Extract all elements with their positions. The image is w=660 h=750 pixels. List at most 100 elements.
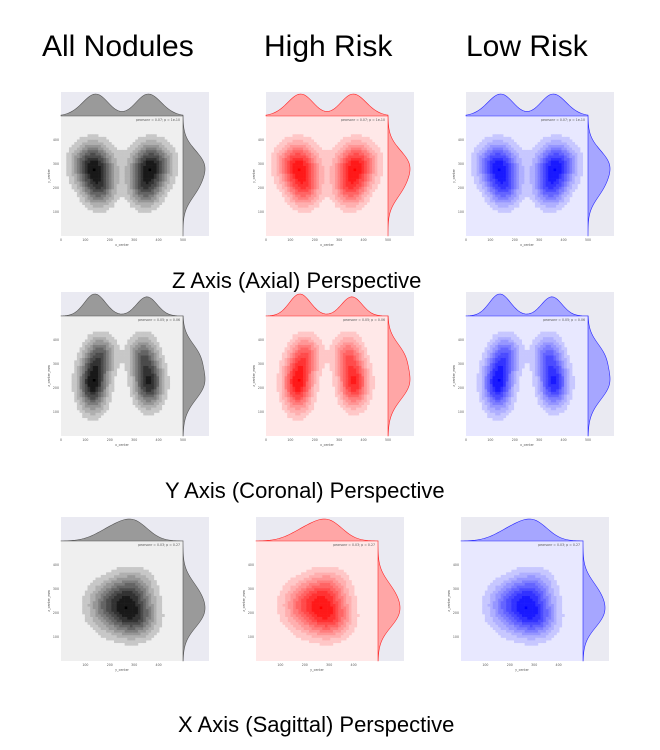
kde-cell bbox=[550, 160, 554, 164]
kde-cell bbox=[100, 344, 104, 348]
kde-cell bbox=[364, 352, 368, 356]
kde-cell bbox=[364, 355, 368, 359]
kde-cell bbox=[321, 178, 325, 182]
kde-cell bbox=[313, 389, 317, 392]
kde-cell bbox=[572, 189, 576, 192]
kde-cell bbox=[103, 336, 107, 340]
kde-cell bbox=[348, 155, 352, 159]
kde-cell bbox=[350, 157, 354, 161]
kde-cell bbox=[358, 389, 362, 392]
kde-cell bbox=[353, 204, 357, 208]
kde-cell bbox=[90, 394, 94, 398]
kde-cell bbox=[484, 160, 488, 164]
kde-cell bbox=[372, 165, 376, 169]
kde-cell bbox=[521, 173, 525, 177]
kde-cell bbox=[172, 176, 176, 179]
kde-cell bbox=[324, 186, 328, 190]
kde-cell bbox=[129, 186, 133, 190]
kde-cell bbox=[527, 173, 530, 177]
kde-cell bbox=[492, 152, 496, 156]
kde-cell bbox=[348, 344, 352, 348]
kde-cell bbox=[489, 186, 493, 190]
kde-cell bbox=[345, 162, 349, 166]
kde-cell bbox=[566, 165, 570, 169]
kde-cell bbox=[329, 360, 333, 364]
kde-cell bbox=[550, 202, 554, 205]
kde-cell bbox=[316, 204, 320, 208]
kde-cell bbox=[369, 181, 373, 185]
kde-cell bbox=[337, 368, 341, 372]
kde-cell bbox=[140, 194, 144, 198]
kde-cell bbox=[295, 381, 299, 385]
kde-cell bbox=[500, 186, 504, 190]
kde-cell bbox=[545, 178, 549, 182]
kde-cell bbox=[321, 365, 325, 369]
kde-cell bbox=[521, 149, 525, 153]
kde-cell bbox=[153, 352, 157, 356]
kde-cell bbox=[356, 136, 360, 140]
kde-cell bbox=[145, 194, 149, 198]
kde-cell bbox=[84, 394, 88, 398]
kde-cell bbox=[137, 189, 141, 192]
kde-cell bbox=[84, 160, 88, 164]
kde-cell bbox=[140, 157, 144, 161]
kde-cell bbox=[111, 165, 115, 169]
kde-cell bbox=[129, 199, 133, 203]
kde-cell bbox=[503, 183, 507, 187]
kde-cell bbox=[124, 181, 128, 185]
kde-cell bbox=[106, 162, 110, 166]
kde-cell bbox=[337, 370, 341, 374]
kde-cell bbox=[345, 160, 349, 164]
kde-cell bbox=[295, 396, 299, 400]
kde-cell bbox=[90, 334, 94, 338]
kde-cell bbox=[114, 362, 117, 366]
kde-cell bbox=[84, 399, 88, 403]
kde-cell bbox=[145, 344, 149, 348]
kde-cell bbox=[297, 417, 301, 421]
kde-cell bbox=[316, 202, 320, 205]
kde-cell bbox=[329, 155, 333, 159]
kde-cell bbox=[297, 176, 301, 179]
kde-cell bbox=[90, 415, 94, 419]
kde-cell bbox=[287, 173, 291, 177]
kde-cell bbox=[95, 360, 99, 364]
kde-cell bbox=[319, 191, 322, 195]
kde-cell bbox=[311, 402, 315, 405]
kde-cell bbox=[332, 344, 336, 348]
kde-cell bbox=[116, 355, 120, 359]
kde-cell bbox=[79, 189, 83, 192]
x-tick-label: 200 bbox=[312, 438, 318, 442]
kde-cell bbox=[553, 207, 557, 211]
kde-cell bbox=[289, 202, 293, 205]
kde-cell bbox=[169, 149, 173, 153]
kde-cell bbox=[340, 381, 344, 385]
kde-cell bbox=[281, 407, 285, 411]
kde-cell bbox=[74, 365, 78, 369]
kde-cell bbox=[556, 176, 560, 179]
kde-cell bbox=[564, 178, 568, 182]
kde-cell bbox=[124, 160, 128, 164]
kde-cell bbox=[143, 207, 147, 211]
kde-cell bbox=[553, 162, 557, 166]
kde-cell bbox=[532, 183, 536, 187]
kde-cell bbox=[137, 155, 141, 159]
kde-cell bbox=[153, 155, 157, 159]
kde-cell bbox=[487, 396, 491, 400]
kde-cell bbox=[79, 409, 83, 413]
kde-cell bbox=[340, 168, 344, 172]
kde-cell bbox=[169, 181, 173, 185]
kde-cell bbox=[366, 383, 370, 387]
kde-cell bbox=[542, 178, 546, 182]
kde-cell bbox=[542, 189, 546, 192]
kde-cell bbox=[106, 352, 110, 356]
kde-cell bbox=[169, 176, 173, 179]
kde-cell bbox=[116, 196, 120, 200]
kde-cell bbox=[342, 183, 346, 187]
kde-cell bbox=[345, 386, 349, 390]
kde-cell bbox=[281, 162, 285, 166]
kde-cell bbox=[122, 178, 125, 182]
kde-cell bbox=[100, 347, 104, 351]
kde-cell bbox=[135, 373, 139, 377]
kde-cell bbox=[297, 155, 301, 159]
kde-cell bbox=[361, 160, 365, 164]
